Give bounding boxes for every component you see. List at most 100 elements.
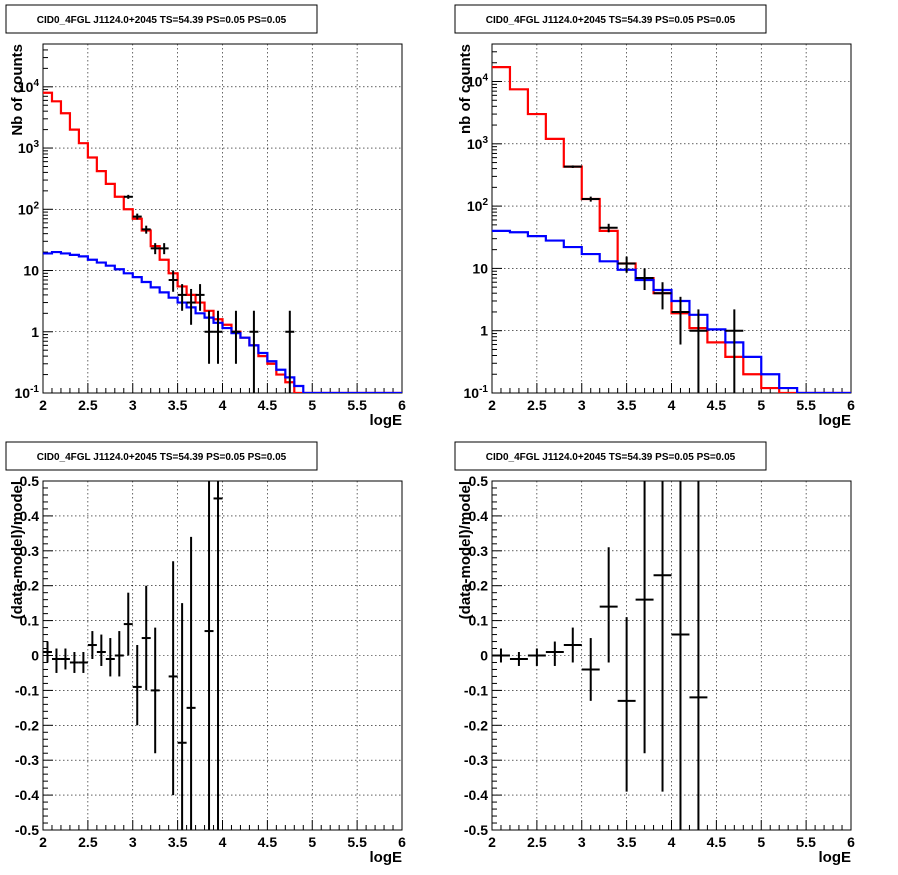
chart-1-data-point: [132, 213, 142, 220]
chart-4-title-box: CID0_4FGL J1124.0+2045 TS=54.39 PS=0.05 …: [454, 441, 767, 471]
chart-4-data-point: [527, 648, 546, 666]
chart-1-x-tick-label: 3.5: [168, 397, 188, 413]
chart-3-data-point: [60, 648, 70, 670]
chart-2-x-tick-label: 4: [668, 397, 676, 413]
chart-2-data-point: [689, 309, 708, 393]
chart-1-x-tick-label: 2: [39, 397, 47, 413]
chart-2-x-axis-label: logE: [819, 412, 852, 429]
chart-1-data-point: [285, 310, 295, 393]
chart-3-x-tick-label: 2.5: [78, 834, 98, 850]
chart-2-y-tick-base: 10: [467, 198, 483, 214]
chart-2-x-tick-label: 5.5: [796, 397, 816, 413]
chart-4-data-point: [635, 481, 654, 754]
chart-1-y-tick-label: 104: [18, 78, 40, 95]
chart-4-data-point: [689, 481, 708, 830]
chart-1-y-tick-base: 10: [18, 140, 34, 156]
chart-4-x-tick-label: 6: [847, 834, 855, 850]
chart-3-y-tick-label: 0.1: [20, 613, 40, 629]
chart-4-y-tick-label: -0.3: [464, 752, 488, 768]
chart-3-y-tick-label: 0.4: [20, 508, 40, 524]
chart-4-title-frame: [454, 441, 767, 471]
chart-2-data-point: [653, 282, 672, 310]
chart-1-title-frame: [5, 4, 318, 34]
chart-3-x-tick-label: 6: [398, 834, 406, 850]
chart-1-data-point: [249, 310, 259, 393]
chart-1-x-tick-label: 3: [129, 397, 137, 413]
chart-1-data-point: [123, 194, 133, 199]
chart-1-x-tick-label: 5: [308, 397, 316, 413]
chart-1-y-tick-base: 10: [18, 79, 34, 95]
chart-3-y-tick-label: -0.3: [15, 752, 39, 768]
chart-1-x-axis-label: logE: [370, 412, 403, 429]
chart-4-data-point: [509, 652, 528, 666]
chart-2-svg: CID0_4FGL J1124.0+2045 TS=54.39 PS=0.05 …: [454, 4, 855, 429]
chart-2-x-tick-label: 5: [757, 397, 765, 413]
chart-3-y-tick-label: 0: [31, 648, 39, 664]
chart-2-y-tick-exp: 2: [482, 197, 488, 208]
chart-3-x-tick-label: 5.5: [347, 834, 367, 850]
chart-2-x-tick-label: 2: [488, 397, 496, 413]
chart-panel-1: CID0_4FGL J1124.0+2045 TS=54.39 PS=0.05 …: [0, 0, 449, 437]
chart-2-x-tick-label: 4.5: [707, 397, 727, 413]
chart-2-data-point: [563, 165, 582, 168]
chart-1-y-tick-base: 10: [18, 201, 34, 217]
chart-3-y-tick-label: 0.2: [20, 578, 40, 594]
chart-4-data-point: [653, 481, 672, 792]
chart-2-y-tick-exp: 3: [482, 135, 488, 146]
chart-4-y-tick-label: -0.5: [464, 822, 488, 838]
chart-4-data-point: [545, 641, 564, 666]
chart-2-y-tick-base: 10: [464, 385, 480, 401]
chart-4-y-tick-label: 0.4: [469, 508, 489, 524]
chart-2-x-tick-label: 6: [847, 397, 855, 413]
chart-1-y-tick-label: 102: [18, 200, 40, 217]
chart-1-data-point: [204, 310, 214, 364]
chart-4-data-point: [617, 617, 636, 792]
chart-1-y-tick-exp: 2: [33, 200, 39, 211]
chart-3-data-point: [105, 638, 115, 677]
chart-1-svg: CID0_4FGL J1124.0+2045 TS=54.39 PS=0.05 …: [5, 4, 406, 429]
chart-1-series-line-1: [43, 250, 402, 393]
chart-2-y-tick-label: 10-1: [464, 384, 489, 401]
chart-1-grid: [43, 44, 402, 393]
chart-3-data: [43, 481, 223, 830]
chart-1-y-tick-label: 10-1: [15, 384, 40, 401]
chart-2-ticks: [491, 43, 852, 394]
chart-1-data-point: [195, 284, 205, 311]
chart-2-x-tick-label: 3.5: [617, 397, 637, 413]
chart-4-x-tick-label: 5: [757, 834, 765, 850]
chart-2-y-tick-label: 103: [467, 135, 489, 152]
chart-3-data-point: [168, 561, 178, 796]
chart-3-y-tick-label: -0.5: [15, 822, 39, 838]
chart-3-data-point: [213, 481, 223, 830]
chart-1-data-point: [168, 270, 178, 292]
chart-4-y-tick-label: 0.5: [469, 473, 489, 489]
chart-4-y-tick-label: 0.3: [469, 543, 489, 559]
chart-4-title: CID0_4FGL J1124.0+2045 TS=54.39 PS=0.05 …: [486, 452, 736, 463]
chart-1-y-tick-label: 10: [23, 263, 39, 279]
chart-3-svg: CID0_4FGL J1124.0+2045 TS=54.39 PS=0.05 …: [5, 441, 406, 866]
chart-1-y-tick-label: 1: [31, 324, 39, 340]
chart-3-grid: [43, 481, 402, 830]
chart-1-data-point: [141, 225, 151, 234]
chart-3-data-point: [96, 634, 106, 666]
chart-3-x-tick-label: 4.5: [258, 834, 278, 850]
chart-4-y-tick-label: -0.4: [464, 787, 488, 803]
chart-2-title-frame: [454, 4, 767, 34]
chart-2-y-tick-label: 1: [480, 323, 488, 339]
chart-3-data-point: [141, 585, 151, 691]
chart-3-y-axis-label: (data-model)/model: [9, 481, 26, 619]
chart-3-data-point: [51, 648, 61, 673]
chart-3-data-point: [150, 627, 160, 754]
chart-2-data-point: [635, 268, 654, 291]
chart-4-data-point: [671, 481, 690, 830]
chart-1-y-tick-exp: -1: [30, 384, 39, 395]
chart-1-title: CID0_4FGL J1124.0+2045 TS=54.39 PS=0.05 …: [37, 15, 287, 26]
chart-4-y-tick-label: 0.1: [469, 613, 489, 629]
chart-3-x-tick-label: 3.5: [168, 834, 188, 850]
chart-2-y-tick-base: 10: [467, 74, 483, 90]
chart-2-y-tick-exp: 4: [482, 73, 488, 84]
chart-3-x-tick-label: 5: [308, 834, 316, 850]
chart-4-x-axis-label: logE: [819, 849, 852, 866]
chart-1-series-line-0: [43, 91, 402, 393]
chart-4-data-point: [563, 627, 582, 663]
